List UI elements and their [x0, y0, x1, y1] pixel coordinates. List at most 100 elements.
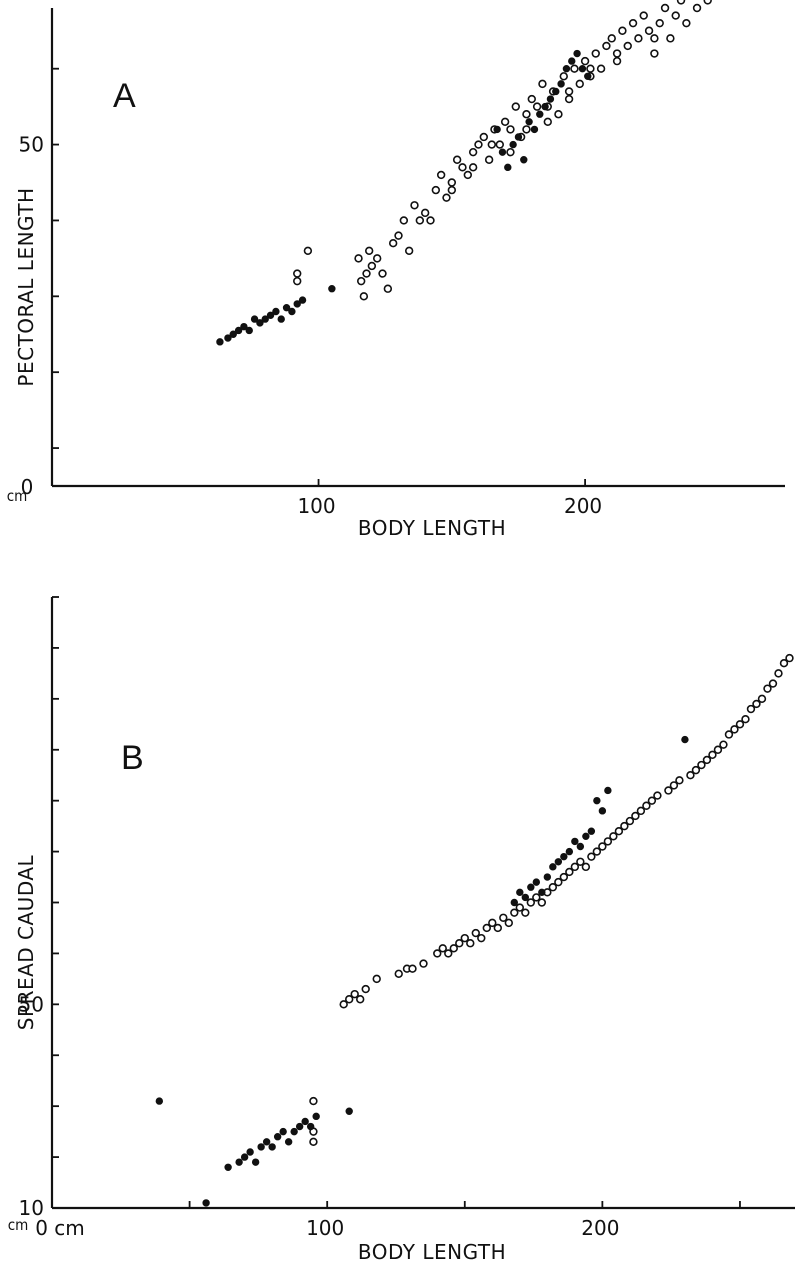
panel-b-filled-point: [681, 735, 689, 744]
panel-a-filled-point: [493, 125, 501, 134]
panel-b-open-point: [675, 776, 684, 785]
panel-b-filled-point: [257, 1143, 265, 1151]
panel-b-open-point: [691, 765, 701, 775]
panel-a-open-point: [559, 72, 568, 81]
panel-a-filled-point: [282, 303, 291, 312]
panel-b-filled-point: [345, 1107, 353, 1115]
panel-b-open-point: [570, 862, 580, 872]
panel-a-filled-point: [234, 326, 243, 335]
panel-b-open-point: [532, 893, 541, 902]
panel-b-open-point: [345, 995, 354, 1004]
panel-b-open-point: [631, 811, 640, 821]
panel-b-open-point: [510, 908, 519, 917]
panel-a-open-point: [607, 34, 616, 43]
panel-a-open-point: [442, 193, 451, 202]
panel-b-open-point: [702, 755, 712, 765]
panel-a-x-tick-label: 200: [564, 494, 602, 518]
panel-b-panel-letter: B: [121, 739, 144, 777]
panel-b-x-tick-label: 0 cm: [35, 1216, 85, 1240]
panel-b-open-point: [466, 939, 475, 948]
panel-b-open-point: [460, 933, 469, 943]
panel-a-open-point: [511, 102, 520, 111]
panel-b-open-point: [581, 862, 591, 872]
panel-a-filled-point: [328, 285, 336, 293]
panel-a-x-axis-title: BODY LENGTH: [358, 516, 506, 540]
panel-b-open-point: [339, 1000, 348, 1009]
panel-a-filled-point: [245, 326, 253, 335]
panel-b-filled-point: [510, 898, 519, 907]
panel-b-open-point: [752, 699, 761, 709]
panel-a-filled-point: [498, 148, 507, 156]
panel-b-open-point: [757, 694, 767, 704]
panel-a-open-point: [650, 49, 659, 58]
panel-b-open-point: [433, 949, 442, 958]
panel-a-filled-point: [509, 140, 517, 149]
panel-b-open-point: [471, 928, 480, 938]
panel-b-filled-point: [538, 888, 546, 897]
panel-b-filled-point: [202, 1199, 210, 1207]
panel-b-filled-point: [301, 1117, 309, 1126]
panel-b-open-point: [444, 949, 453, 958]
panel-b-open-point: [686, 771, 695, 780]
panel-b-open-point: [482, 923, 491, 933]
panel-b-open-point: [372, 974, 381, 984]
panel-a-open-point: [532, 102, 542, 111]
panel-b-open-point: [669, 781, 679, 790]
panel-a-open-point: [410, 201, 419, 210]
panel-a-open-point: [634, 34, 643, 43]
panel-a-open-point: [487, 140, 496, 149]
panel-a-open-point: [564, 87, 574, 96]
panel-a-filled-point: [562, 64, 571, 73]
panel-b-open-point: [576, 857, 585, 866]
panel-a-open-point: [618, 26, 627, 35]
panel-a-open-point: [484, 155, 494, 164]
panel-b-filled-point: [521, 893, 530, 902]
panel-a-open-point: [356, 276, 366, 286]
panel-b-open-point: [408, 964, 417, 973]
panel-b-open-point: [735, 720, 745, 729]
panel-b-open-point: [746, 704, 756, 714]
panel-b-open-point: [477, 933, 486, 943]
panel-b-filled-point: [295, 1122, 304, 1131]
panel-a-filled-point: [224, 334, 232, 342]
panel-b-open-point: [499, 913, 508, 922]
panel-a-y-tick-label: 50: [19, 133, 44, 157]
panel-b-filled-point: [560, 852, 568, 861]
panel-b-filled-point: [576, 842, 585, 851]
panel-b-open-point: [609, 832, 618, 841]
panel-b-open-point: [719, 740, 728, 749]
panel-a-open-point: [522, 110, 531, 119]
panel-b-open-point: [488, 918, 497, 928]
panel-a-open-point: [650, 34, 659, 43]
panel-a-filled-point: [573, 49, 581, 58]
panel-a-x-tick-label: 100: [297, 494, 335, 518]
panel-a-filled-point: [557, 80, 565, 88]
panel-a-open-point: [388, 239, 398, 248]
panel-b-open-point: [537, 898, 547, 907]
panel-b-open-point: [504, 918, 514, 928]
panel-a-open-point: [612, 56, 622, 66]
panel-a-open-point: [580, 56, 590, 66]
panel-b-open-point: [350, 989, 359, 999]
panel-b-open-point: [741, 714, 750, 724]
panel-a-filled-point: [288, 307, 296, 316]
panel-a-open-point: [495, 140, 504, 149]
panel-a-open-point: [612, 49, 622, 58]
panel-b-filled-point: [262, 1138, 271, 1146]
panel-b-y-tick-label: 10: [19, 1196, 44, 1220]
panel-b-filled-point: [604, 786, 612, 795]
panel-b-open-point: [455, 939, 464, 948]
panel-a-open-point: [655, 18, 664, 28]
panel-a-open-point: [479, 132, 489, 142]
panel-b-filled-point: [155, 1097, 164, 1105]
panel-a-open-point: [527, 94, 536, 104]
panel-b-open-point: [419, 959, 428, 968]
panel-a-y-axis-title: PECTORAL LENGTH: [14, 187, 38, 386]
panel-b-y-tick-label: 50: [19, 992, 44, 1016]
panel-b-open-point: [449, 944, 458, 953]
panel-a-filled-point: [256, 319, 264, 327]
panel-b-open-point: [620, 821, 629, 831]
panel-a-open-point: [378, 269, 387, 278]
panel-a-open-point: [362, 269, 371, 278]
